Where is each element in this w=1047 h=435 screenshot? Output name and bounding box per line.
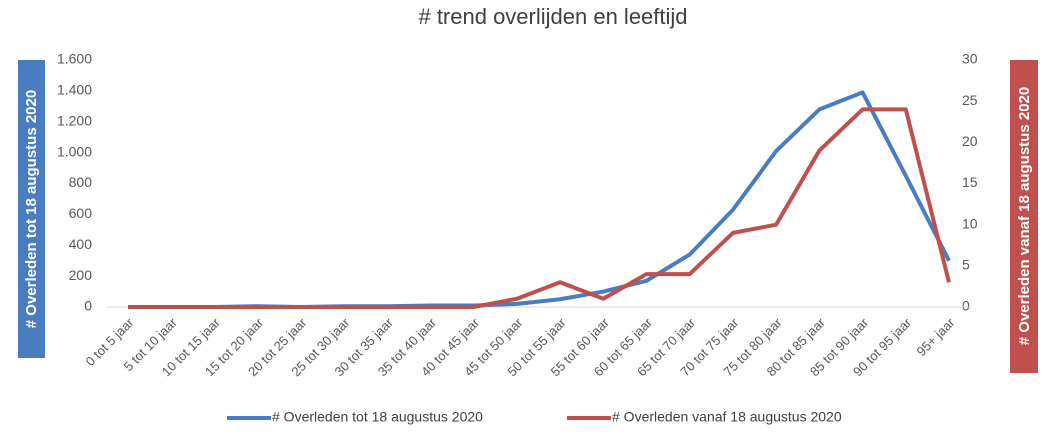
y-tick-label: 1.000 [57, 143, 92, 159]
y-tick-label: 600 [69, 205, 93, 221]
y2-axis-title-box [1010, 60, 1038, 373]
y-tick-label: 800 [69, 174, 93, 190]
legend-label: # Overleden vanaf 18 augustus 2020 [612, 409, 842, 425]
y2-tick-label: 5 [962, 257, 970, 273]
y-axis-title-box [18, 60, 45, 358]
y-tick-label: 1.600 [57, 51, 92, 67]
y-axis-title: # Overleden tot 18 augustus 2020 [23, 90, 40, 328]
x-tick-label: 95+ jaar [913, 314, 958, 359]
y-tick-label: 1.400 [57, 82, 92, 98]
y2-tick-label: 0 [962, 298, 970, 314]
y-tick-label: 1.200 [57, 112, 92, 128]
chart-title: # trend overlijden en leeftijd [418, 4, 687, 29]
y2-tick-label: 30 [962, 51, 978, 67]
y2-tick-label: 10 [962, 215, 978, 231]
line-series [128, 90, 951, 309]
legend-label: # Overleden tot 18 augustus 2020 [272, 409, 483, 425]
y-tick-label: 0 [84, 298, 92, 314]
y2-tick-label: 20 [962, 133, 978, 149]
y2-axis-title: # Overleden vanaf 18 augustus 2020 [1016, 87, 1033, 345]
y-tick-label: 400 [69, 236, 93, 252]
y-tick-label: 200 [69, 267, 93, 283]
line-series [128, 107, 951, 309]
y2-tick-label: 25 [962, 92, 978, 108]
y2-tick-label: 15 [962, 174, 978, 190]
